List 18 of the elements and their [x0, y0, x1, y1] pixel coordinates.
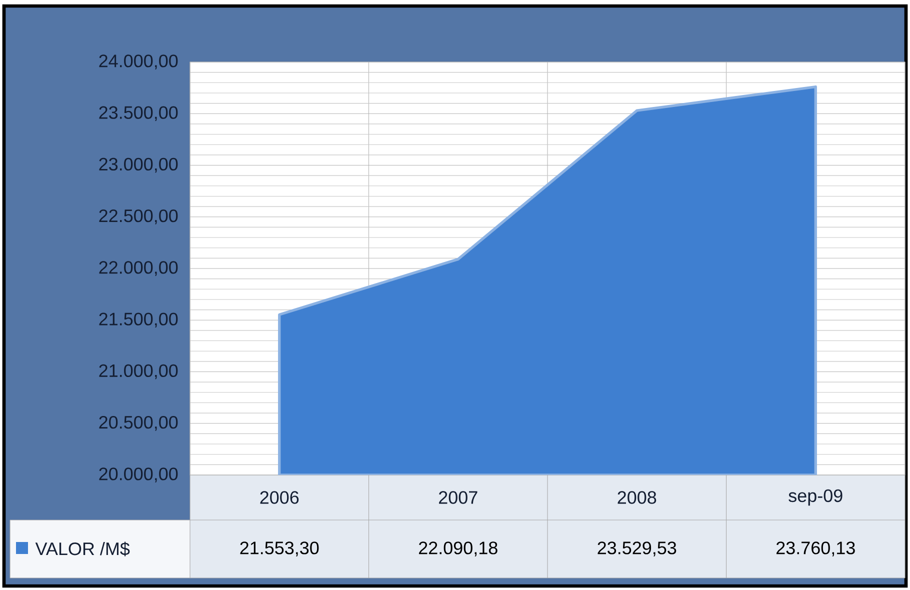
x-tick-label: sep-09: [788, 489, 842, 506]
y-tick-label: 20.000,00: [99, 468, 178, 482]
data-label: 21.553,30: [240, 542, 319, 556]
x-tick-label: 2008: [618, 491, 656, 504]
y-tick-label: 22.500,00: [99, 209, 178, 224]
data-label: 23.529,53: [598, 542, 676, 556]
x-tick-label: 2007: [439, 491, 478, 504]
y-tick-label: 21.000,00: [99, 364, 178, 380]
legend-label: VALOR /M$: [35, 542, 130, 556]
x-tick-label: 2006: [260, 491, 299, 504]
y-tick-label: 23.500,00: [99, 106, 178, 122]
y-tick-label: 23.000,00: [99, 158, 178, 173]
data-label: 22.090,18: [418, 542, 498, 556]
y-tick-label: 22.000,00: [99, 261, 178, 276]
y-tick-label: 24.000,00: [99, 54, 178, 70]
y-tick-label: 21.500,00: [99, 312, 178, 328]
data-label: 23.760,13: [776, 542, 855, 556]
y-tick-label: 20.500,00: [99, 416, 178, 431]
